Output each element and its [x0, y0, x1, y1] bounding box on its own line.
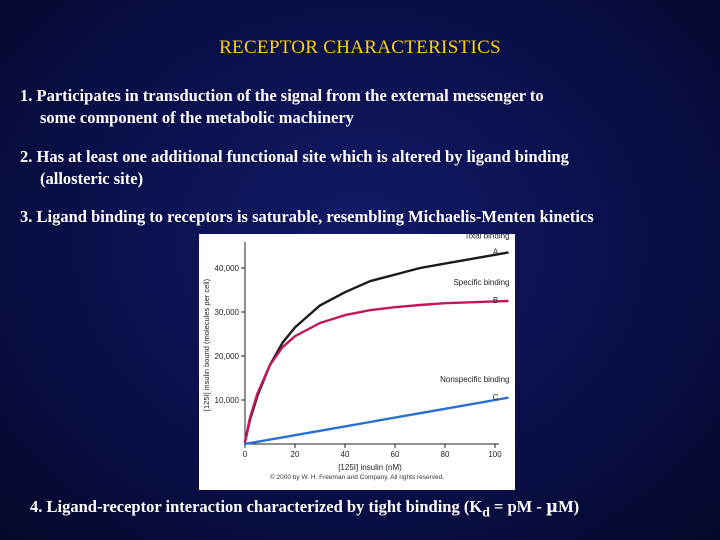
series-letter-2: B — [493, 296, 498, 305]
y-tick-label: 40,000 — [215, 264, 240, 273]
point-4: 4. Ligand-receptor interaction character… — [30, 496, 720, 523]
series-name-3: Nonspecific binding — [440, 375, 509, 384]
point-4-subscript: d — [482, 504, 490, 520]
figure-copyright: © 2000 by W. H. Freeman and Company. All… — [269, 474, 445, 481]
binding-chart: 0 20 40 60 80 100 10,000 20,000 30,000 40,000 [12… — [202, 232, 510, 472]
x-tick-label: 60 — [391, 450, 400, 459]
x-tick-label: 80 — [441, 450, 450, 459]
point-2: 2. Has at least one additional functiona… — [20, 146, 720, 190]
series-name-1: Total binding — [465, 234, 510, 241]
slide-title: RECEPTOR CHARACTERISTICS — [219, 37, 501, 58]
x-axis-label: [125I] insulin (nM) — [338, 463, 402, 472]
point-4-suffix: = pM - — [489, 497, 546, 516]
series-name-2: Specific binding — [453, 278, 509, 287]
x-tick-label: 20 — [291, 450, 300, 459]
point-2-line-1: 2. Has at least one additional functiona… — [20, 147, 569, 166]
point-4-prefix: 4. Ligand-receptor interaction character… — [30, 497, 483, 516]
series-line-2 — [243, 299, 509, 444]
point-4-mu: µ — [546, 497, 559, 516]
y-tick-label: 10,000 — [215, 396, 240, 405]
binding-figure: 0 20 40 60 80 100 10,000 20,000 30,000 40,000 [12… — [199, 232, 515, 490]
y-axis-label: [125I] insulin bound (molecules per cell… — [202, 278, 211, 411]
y-tick-label: 30,000 — [215, 308, 240, 317]
series-letter-1: A — [493, 248, 499, 257]
series-letter-3: C — [493, 393, 499, 402]
x-tick-label: 0 — [243, 450, 248, 459]
point-1-line-1: 1. Participates in transduction of the s… — [20, 86, 544, 105]
point-3: 3. Ligand binding to receptors is satura… — [20, 206, 720, 228]
point-3-line-1: 3. Ligand binding to receptors is satura… — [20, 207, 594, 226]
point-4-end: M) — [558, 497, 580, 516]
point-2-line-2: (allosteric site) — [40, 169, 144, 188]
point-1: 1. Participates in transduction of the s… — [20, 85, 720, 129]
x-tick-label: 100 — [488, 450, 502, 459]
series-line-3 — [243, 396, 509, 446]
point-1-line-2: some component of the metabolic machiner… — [40, 108, 354, 127]
x-tick-label: 40 — [341, 450, 350, 459]
y-tick-label: 20,000 — [215, 352, 240, 361]
